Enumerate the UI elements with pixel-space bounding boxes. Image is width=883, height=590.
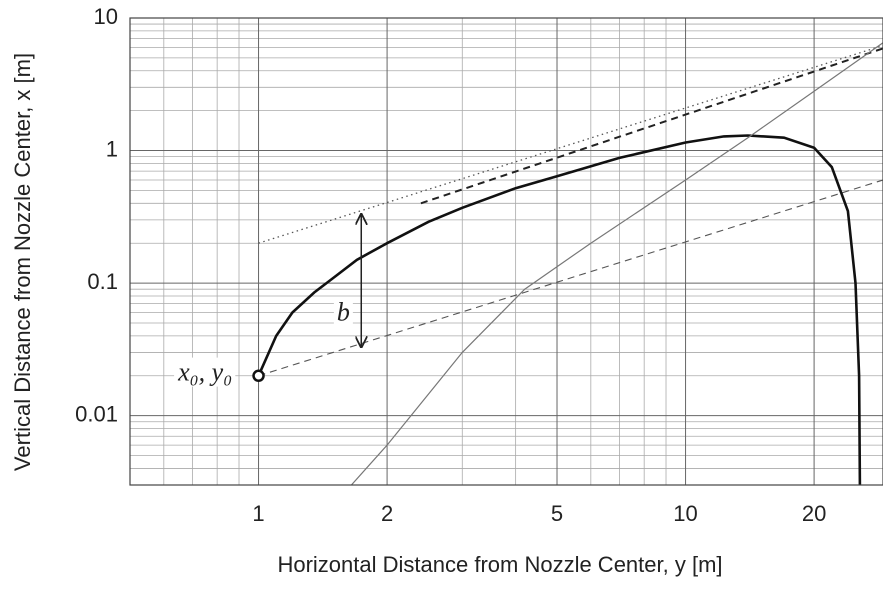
plot-area [130, 18, 883, 485]
y-tick-label: 10 [94, 4, 118, 29]
y-axis-label: Vertical Distance from Nozzle Center, x … [10, 53, 35, 471]
origin-point [254, 371, 264, 381]
x-tick-label: 1 [252, 501, 264, 526]
x-tick-label: 5 [551, 501, 563, 526]
y-tick-label: 0.01 [75, 401, 118, 426]
annotation: x₀, y₀ [177, 358, 232, 387]
y-tick-label: 0.1 [87, 269, 118, 294]
x-tick-label: 10 [673, 501, 697, 526]
x-axis-label: Horizontal Distance from Nozzle Center, … [277, 552, 722, 577]
annotation: b [337, 297, 350, 326]
x-tick-label: 20 [802, 501, 826, 526]
y-tick-label: 1 [106, 136, 118, 161]
x-tick-label: 2 [381, 501, 393, 526]
